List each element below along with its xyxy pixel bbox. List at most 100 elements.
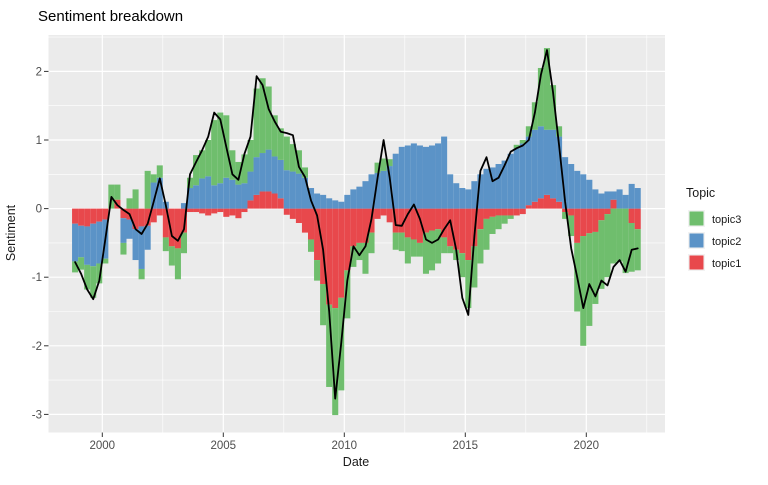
bar-segment-topic2 — [435, 143, 442, 209]
bar-segment-topic1 — [519, 208, 526, 215]
bar-segment-topic2 — [374, 172, 381, 209]
bar-segment-topic1 — [84, 208, 91, 227]
bar-segment-topic3 — [580, 236, 587, 346]
bar-segment-topic3 — [598, 220, 605, 289]
bar-segment-topic3 — [416, 242, 423, 257]
bar-segment-topic1 — [120, 208, 127, 219]
bar-segment-topic1 — [483, 208, 490, 219]
bar-segment-topic1 — [205, 208, 212, 216]
bar-segment-topic2 — [96, 221, 103, 264]
bar-segment-topic3 — [168, 246, 175, 266]
bar-segment-topic3 — [132, 189, 139, 209]
bar-segment-topic1 — [78, 208, 85, 226]
bar-segment-topic1 — [241, 208, 248, 213]
bar-segment-topic3 — [362, 242, 369, 274]
bar-segment-topic2 — [289, 171, 296, 209]
bar-segment-topic3 — [96, 263, 103, 284]
bar-segment-topic2 — [362, 181, 369, 209]
bar-segment-topic3 — [102, 258, 109, 264]
bar-segment-topic1 — [132, 208, 139, 230]
bar-segment-topic2 — [78, 225, 85, 258]
bar-segment-topic3 — [495, 215, 502, 230]
bar-segment-topic3 — [174, 248, 181, 280]
bar-segment-topic2 — [604, 191, 611, 209]
bar-segment-topic3 — [519, 140, 526, 144]
bar-segment-topic1 — [386, 208, 393, 223]
bar-segment-topic2 — [259, 153, 266, 192]
legend-key-topic2 — [689, 233, 704, 248]
bar-segment-topic2 — [301, 177, 308, 209]
y-tick-label: 1 — [36, 135, 42, 147]
bar-segment-topic1 — [628, 208, 635, 224]
bar-segment-topic2 — [483, 168, 490, 209]
bar-segment-topic3 — [150, 174, 157, 183]
bar-segment-topic3 — [459, 253, 466, 278]
bar-segment-topic3 — [398, 232, 405, 252]
bar-segment-topic3 — [386, 159, 393, 167]
bar-segment-topic2 — [634, 188, 641, 209]
bar-segment-topic1 — [604, 208, 611, 215]
y-tick-label: 2 — [36, 66, 42, 78]
bar-segment-topic1 — [247, 200, 254, 209]
bar-segment-topic1 — [404, 208, 411, 238]
legend-label-topic2: topic2 — [712, 236, 741, 248]
bar-segment-topic2 — [410, 143, 417, 209]
bar-segment-topic3 — [350, 246, 357, 267]
bar-segment-topic2 — [350, 189, 357, 209]
bar-segment-topic2 — [217, 183, 224, 209]
bar-segment-topic3 — [422, 232, 429, 274]
bar-segment-topic2 — [211, 185, 218, 209]
bar-segment-topic2 — [580, 174, 587, 209]
bar-segment-topic3 — [156, 165, 163, 178]
chart-title: Sentiment breakdown — [38, 8, 183, 25]
bar-segment-topic2 — [453, 183, 460, 209]
bar-segment-topic2 — [392, 153, 399, 209]
bar-segment-topic1 — [138, 208, 145, 227]
bar-segment-topic2 — [277, 159, 284, 199]
bar-segment-topic2 — [495, 164, 502, 209]
bar-segment-topic3 — [622, 208, 629, 274]
bar-segment-topic3 — [199, 150, 206, 179]
bar-segment-topic3 — [193, 155, 200, 186]
bar-segment-topic2 — [598, 193, 605, 209]
bar-segment-topic1 — [453, 208, 460, 250]
bar-segment-topic2 — [241, 183, 248, 209]
bar-segment-topic1 — [531, 201, 538, 209]
bar-segment-topic3 — [392, 232, 399, 250]
bar-segment-topic1 — [344, 208, 351, 271]
bar-segment-topic2 — [235, 184, 242, 209]
bar-segment-topic1 — [429, 208, 436, 231]
bar-segment-topic2 — [501, 160, 508, 209]
legend-label-topic3: topic3 — [712, 214, 741, 226]
bar-segment-topic2 — [150, 182, 157, 209]
bar-segment-topic2 — [525, 136, 532, 206]
bar-segment-topic2 — [531, 129, 538, 202]
bar-segment-topic1 — [150, 208, 157, 223]
bar-segment-topic1 — [416, 208, 423, 243]
bar-segment-topic2 — [610, 191, 617, 200]
bar-segment-topic2 — [459, 188, 466, 209]
bar-segment-topic2 — [628, 183, 635, 209]
y-tick-label: -2 — [32, 341, 42, 353]
bar-segment-topic2 — [314, 193, 321, 209]
bar-segment-topic2 — [380, 170, 387, 209]
bar-segment-topic1 — [543, 194, 550, 209]
bar-segment-topic3 — [314, 260, 321, 281]
bar-segment-topic2 — [132, 229, 139, 261]
bar-segment-topic3 — [483, 218, 490, 250]
bar-segment-topic2 — [205, 176, 212, 209]
bar-segment-topic1 — [187, 208, 194, 213]
bar-segment-topic1 — [156, 208, 163, 216]
bar-segment-topic1 — [459, 208, 466, 254]
bar-segment-topic1 — [592, 208, 599, 232]
bar-segment-topic2 — [562, 157, 569, 209]
bar-segment-topic3 — [634, 229, 641, 271]
bar-segment-topic2 — [447, 174, 454, 209]
bar-segment-topic1 — [314, 208, 321, 261]
bar-segment-topic3 — [568, 215, 575, 237]
bar-segment-topic1 — [525, 205, 532, 209]
bar-segment-topic1 — [168, 208, 175, 247]
y-axis-title: Sentiment — [4, 204, 18, 261]
bar-segment-topic2 — [187, 188, 194, 209]
